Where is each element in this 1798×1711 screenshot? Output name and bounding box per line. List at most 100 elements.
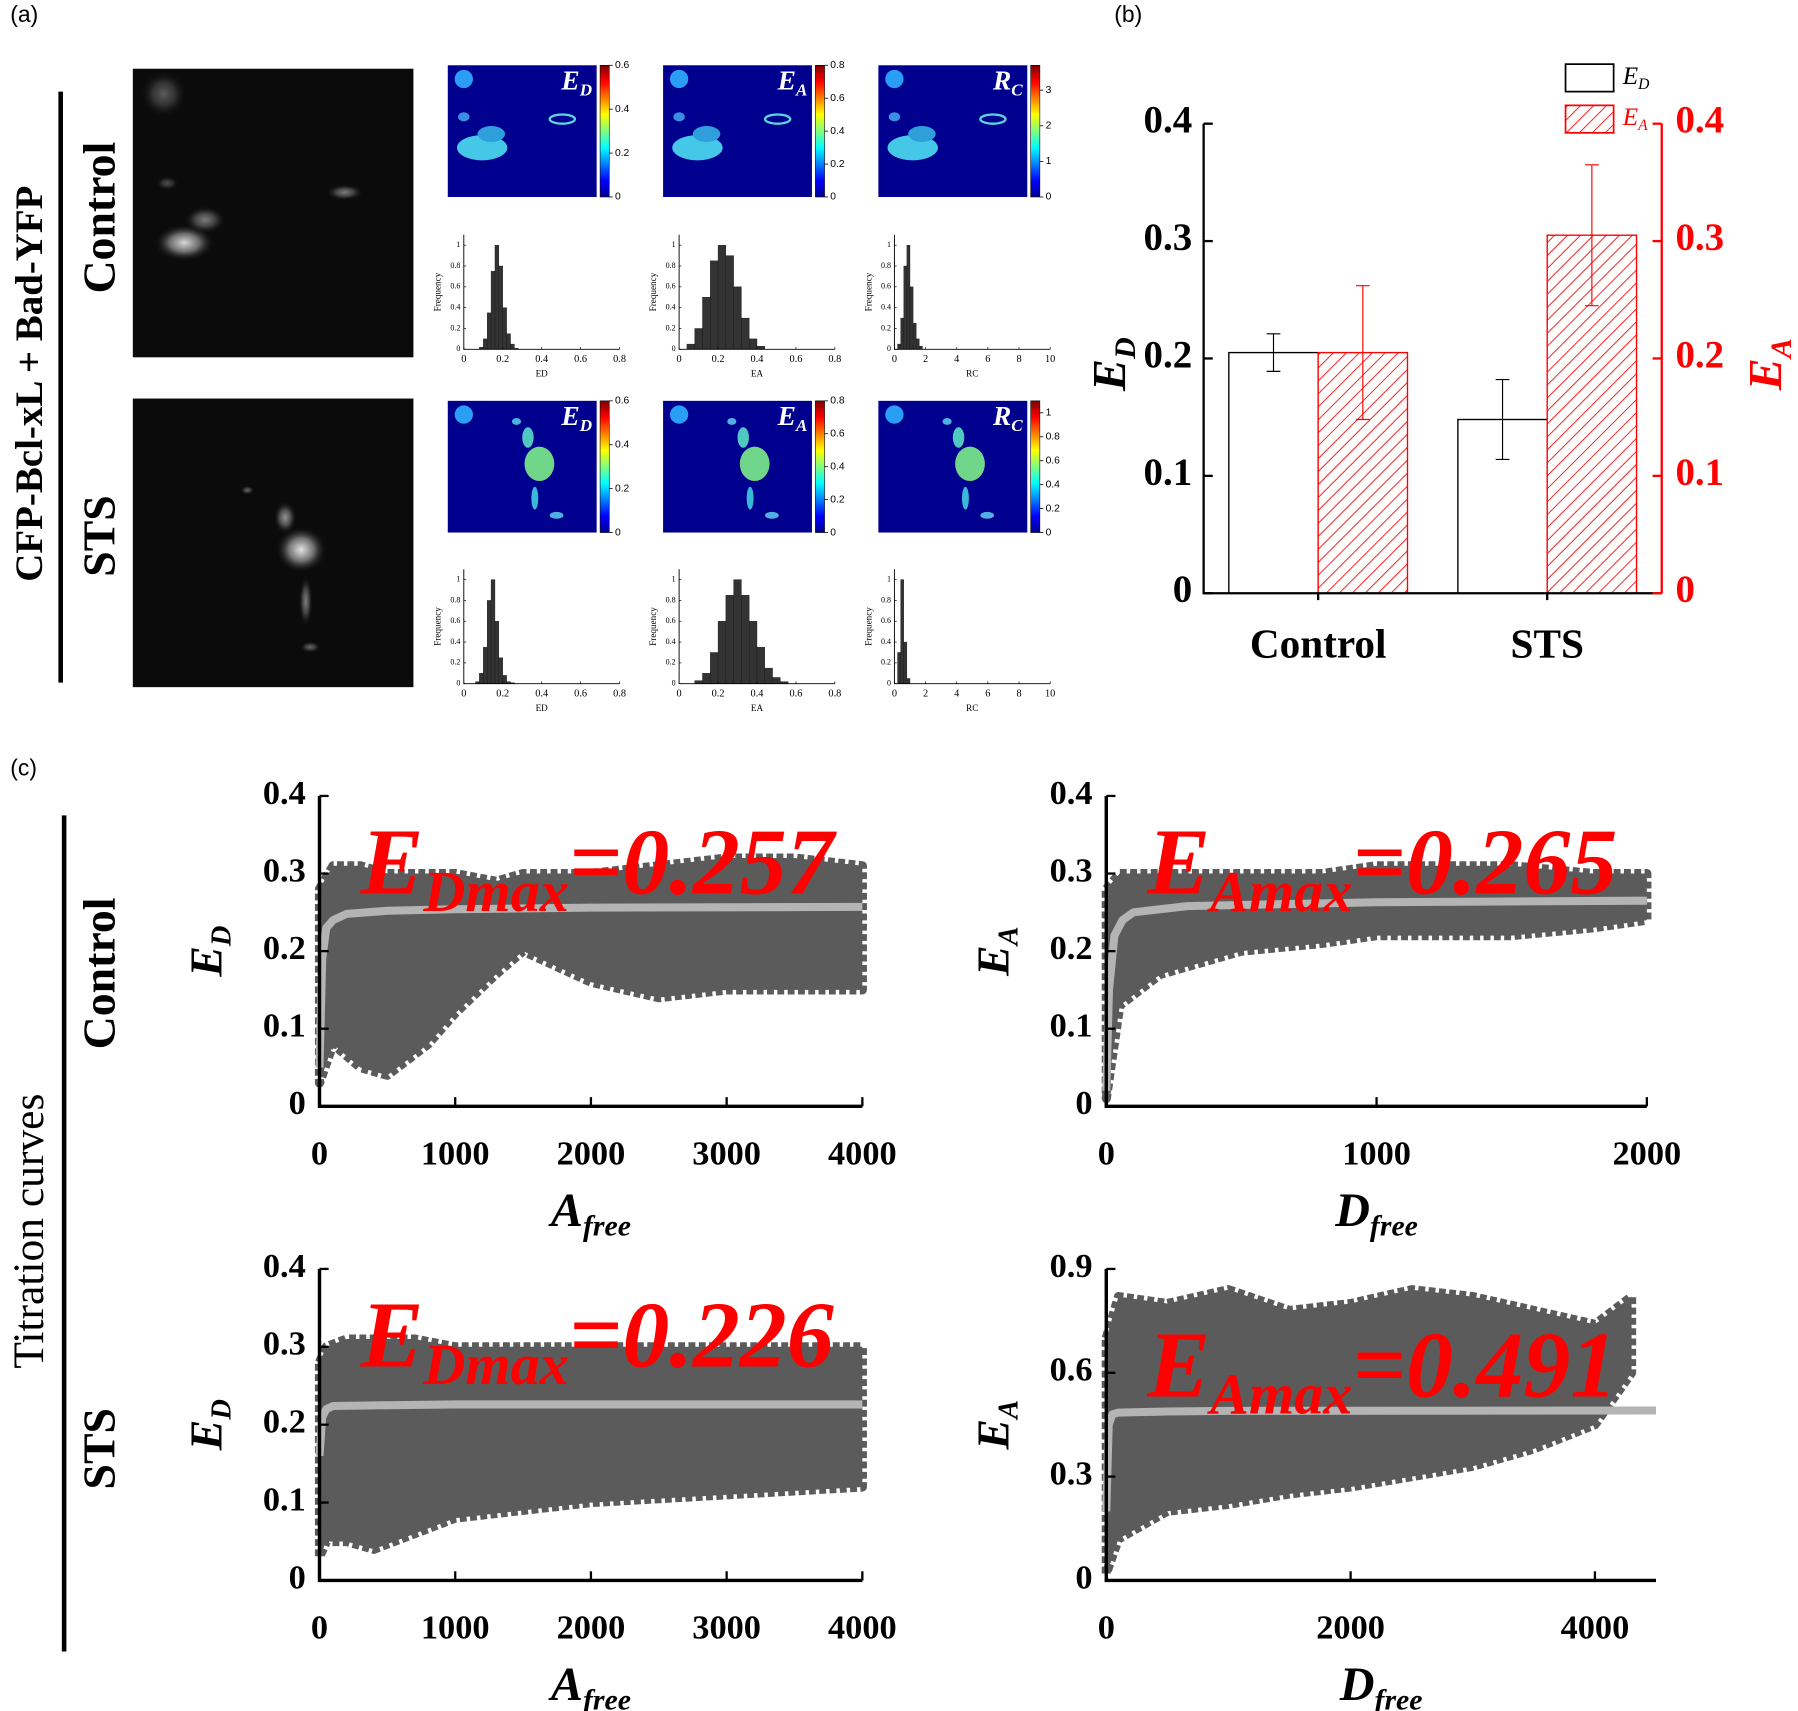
heatmap-label-sub: D [579,80,592,99]
heatmap-blob [955,446,985,482]
y-tick-label: 0.6 [450,282,460,291]
heatmap-blob [737,427,749,448]
colorbar-tick-label: 0 [615,527,621,538]
legend-label-sub: A [1637,117,1648,134]
x-tick-label: 10 [1045,688,1055,699]
x-tick-label: 0.6 [574,354,587,365]
heatmap-blob [727,418,737,425]
y-axis-label: Frequency [433,272,443,311]
histogram-bar [756,647,765,684]
y-tick-label: 0.1 [1050,1007,1093,1045]
legend-label-main: E [1622,63,1638,90]
axis [893,569,1051,685]
histogram-bar [490,579,496,684]
histogram-bar [912,323,917,350]
histogram-bar [710,652,719,684]
y-tick-label: 0.6 [666,616,676,625]
colorbar-tick-label: 3 [1046,85,1052,96]
heatmap-bg [878,400,1028,533]
y-tick-label: 0.4 [1050,774,1093,812]
y-tick-label: 0.2 [263,929,306,967]
legend-label-main: E [1622,104,1638,131]
heatmap-blob [669,69,689,89]
side-label: STS [74,495,125,576]
x-axis-label: Dfree [1339,1658,1423,1711]
y-axis-label: Frequency [863,272,873,311]
y-tick-label: 0.9 [1050,1247,1093,1285]
y-axis-label-main: E [967,1419,1018,1451]
heatmap-blob [692,125,721,143]
x-tick-label: 0.4 [535,688,548,699]
colorbar-tick-label: 0.2 [1046,503,1061,514]
annotation-sub: Dmax [422,859,569,924]
colorbar-tick-label: 1 [1046,156,1052,167]
histogram-bar [494,621,500,684]
x-tick-label: 2000 [1316,1609,1385,1647]
y-axis-label-sub: A [993,1400,1024,1421]
histogram-bar [717,245,727,350]
y-tick-label: 0.8 [450,595,460,604]
colorbar-tick-label: 0.8 [830,60,845,71]
side-label: STS [74,1408,125,1490]
x-tick-label: 8 [1016,354,1021,365]
colorbar-tick-label: 0.4 [615,439,630,450]
heatmap-label-main: E [777,401,796,431]
y-tick-label: 0.1 [263,1007,306,1045]
fit-line [315,902,863,1068]
heatmap-blob [454,405,473,424]
y-tick-label: 0 [1075,1558,1092,1596]
y-tick-label: 1 [456,574,460,583]
y-axis-label-sub: D [206,926,237,948]
side-label: Control [74,898,125,1050]
colorbar-tick-label: 0.2 [830,494,845,505]
x-tick-label: 3000 [692,1609,761,1647]
error-bar [1266,333,1281,372]
colorbar [815,64,825,198]
scatter-cloud [1101,861,1652,1104]
histogram-bar [897,343,901,350]
heatmap-label: EA [777,66,808,99]
x-axis-label-sub: free [1375,1684,1423,1711]
y-tick-label: 0.3 [1144,216,1193,259]
x-axis-label-main: A [548,1184,583,1237]
y-tick-label: 0.4 [881,302,891,311]
colorbar-tick-label: 0.4 [830,126,845,137]
heatmap-bg [663,65,812,197]
side-label: Control [74,142,125,294]
colorbar [1030,64,1041,198]
heatmap-blob [548,113,577,125]
histogram-bar [694,680,703,684]
y-tick-label: 0.2 [666,658,676,667]
annotation-rest: =0.257 [569,810,838,914]
x-tick-label: 4000 [828,1135,897,1173]
bar [1228,351,1319,594]
y-axis-label: ED [180,926,237,978]
y-axis-label: Frequency [863,607,873,646]
x-tick-label: 2000 [1613,1135,1682,1173]
y-tick-label: 0.1 [1144,451,1193,494]
histogram-bar [502,675,507,684]
x-tick-label: 2000 [557,1609,626,1647]
y-tick-label: 0 [1173,568,1192,611]
x-tick-label: 0 [892,354,897,365]
histogram-bar [510,343,515,350]
heatmap-blob [669,405,689,424]
heatmap-label-main: E [777,66,796,96]
x-tick-label: 6 [985,354,990,365]
heatmap-image [663,65,812,197]
x-tick-label: 0 [1098,1609,1115,1647]
y-tick-label: 0.2 [881,323,891,332]
x-tick-label: 0 [677,354,682,365]
x-tick-label: 0.2 [712,688,725,699]
colorbar-tick-label: 1 [1046,408,1052,419]
y-tick-label: 0.6 [1050,1351,1093,1389]
histogram-bar [479,673,484,684]
histogram-bar [906,678,911,684]
heatmap-blob [549,511,564,519]
heatmap-blob [979,113,1007,125]
x-tick-label: 0.6 [574,688,587,699]
heatmap-blob [746,486,754,510]
y-tick-label: 0.8 [450,261,460,270]
histogram-bar [906,245,911,350]
colorbar-tick-label: 0 [1046,192,1052,203]
